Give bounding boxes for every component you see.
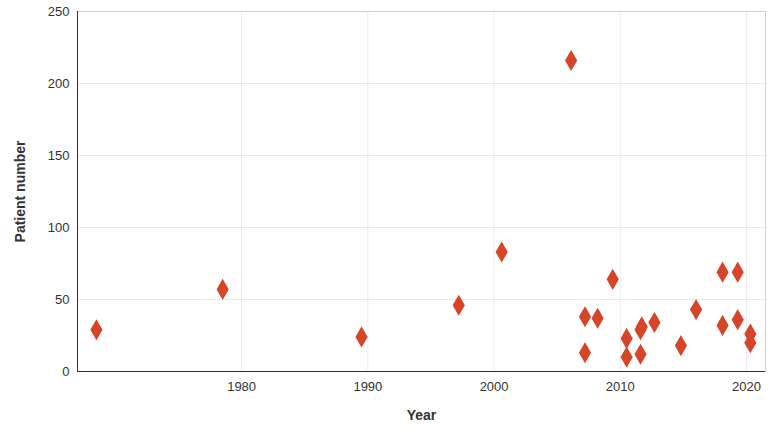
svg-text:Patient number: Patient number [12,140,28,242]
svg-text:0: 0 [62,364,69,379]
svg-text:50: 50 [55,292,69,307]
svg-text:2020: 2020 [732,379,761,394]
svg-text:250: 250 [48,4,70,19]
svg-text:200: 200 [48,76,70,91]
svg-text:2010: 2010 [606,379,635,394]
svg-text:100: 100 [48,220,70,235]
svg-text:2000: 2000 [480,379,509,394]
svg-text:150: 150 [48,148,70,163]
svg-text:Year: Year [407,407,437,423]
svg-text:1990: 1990 [353,379,382,394]
svg-text:1980: 1980 [227,379,256,394]
